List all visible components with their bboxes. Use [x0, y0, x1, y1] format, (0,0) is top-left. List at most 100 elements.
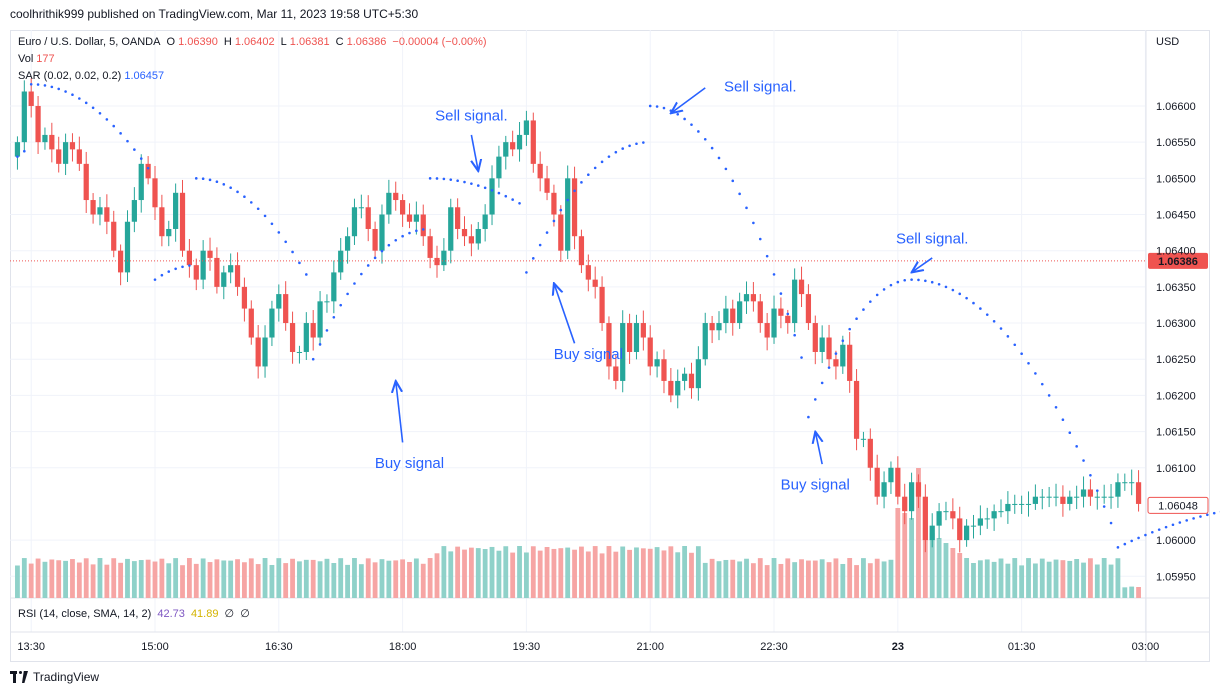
sar-dot: [999, 327, 1003, 330]
volume-bar: [242, 562, 247, 598]
time-tick-label: 21:00: [636, 641, 664, 653]
sar-dot: [428, 177, 432, 180]
sar-dot: [875, 293, 879, 297]
candle-body: [819, 337, 825, 352]
candle-body: [496, 156, 502, 179]
candle-body: [798, 279, 805, 295]
volume-bar: [180, 565, 185, 598]
candle-body: [592, 279, 598, 287]
candle-body: [571, 178, 578, 237]
sar-dot: [284, 240, 287, 244]
sar-dot: [236, 190, 239, 194]
volume-bar: [668, 546, 674, 598]
volume-bar: [888, 559, 894, 598]
candle-body: [578, 236, 585, 266]
price-tick-label: 1.06150: [1156, 427, 1196, 439]
candle-body: [62, 142, 69, 164]
sar-dot: [635, 142, 638, 146]
volume-bar: [826, 562, 832, 598]
volume-bar: [558, 548, 564, 598]
candle-body: [757, 301, 763, 324]
sar-dot: [146, 166, 150, 170]
volume-bar: [620, 546, 626, 598]
sar-dot: [710, 146, 714, 150]
sar-dot: [298, 261, 301, 265]
candle-body: [750, 294, 757, 302]
candle-body: [455, 207, 461, 229]
volume-bar: [200, 558, 206, 598]
sar-dot: [848, 327, 851, 331]
sar-dot: [174, 267, 177, 271]
volume-bar: [358, 564, 364, 598]
candle-body: [49, 134, 55, 150]
candle-body: [510, 142, 516, 150]
sar-dot: [985, 313, 989, 316]
volume-bar: [922, 528, 928, 598]
candle-body: [778, 308, 784, 316]
signal-label: Sell signal.: [724, 79, 797, 96]
chart-frame[interactable]: [10, 30, 1210, 662]
candle-body: [764, 323, 770, 338]
sar-dot: [1109, 521, 1113, 525]
candle-body: [173, 192, 179, 229]
volume-bar: [269, 564, 275, 598]
volume-bar: [592, 546, 598, 598]
sar-dot: [779, 292, 783, 295]
symbol-label[interactable]: Euro / U.S. Dollar, 5, OANDA: [18, 36, 161, 48]
volume-bar: [647, 548, 653, 598]
sar-dot: [1206, 513, 1209, 517]
sar-dot: [277, 231, 281, 234]
sar-legend[interactable]: SAR (0.02, 0.02, 0.2) 1.06457: [18, 70, 167, 82]
tradingview-logo-icon: [10, 671, 28, 683]
sar-dot: [731, 179, 735, 183]
candle-body: [69, 142, 76, 150]
sar-dot: [531, 257, 535, 260]
candle-body: [324, 301, 330, 303]
candle-body: [283, 294, 289, 324]
last-price-tag: 1.06386: [1148, 252, 1208, 269]
candle-body: [42, 134, 48, 143]
volume-bar: [345, 564, 350, 598]
sar-dot: [889, 283, 893, 287]
volume-bar: [957, 553, 963, 598]
sar-dot: [504, 194, 508, 198]
volume-bar: [21, 558, 27, 598]
footer-brand[interactable]: TradingView: [33, 670, 100, 684]
candle-body: [1108, 496, 1114, 498]
candle-body: [626, 323, 633, 352]
candle-body: [159, 207, 165, 237]
candle-body: [152, 178, 158, 208]
volume-bar: [379, 559, 385, 598]
volume-bar: [290, 558, 295, 598]
volume-bar: [262, 558, 268, 598]
volume-bar: [42, 561, 48, 598]
volume-bar: [517, 546, 522, 598]
rsi-legend[interactable]: RSI (14, close, SMA, 14, 2) 42.73 41.89 …: [18, 607, 253, 620]
volume-legend[interactable]: Vol 177: [18, 53, 58, 65]
time-tick-label: 13:30: [17, 641, 45, 653]
volume-bar: [510, 552, 516, 598]
volume-bar: [276, 558, 282, 598]
volume-bar: [1101, 558, 1107, 598]
sar-dot: [607, 155, 611, 158]
candle-body: [544, 178, 550, 193]
sar-dot: [181, 265, 184, 269]
sar-dot: [1047, 394, 1051, 397]
candle-body: [908, 482, 915, 512]
candle-body: [1067, 496, 1073, 504]
volume-bar: [338, 558, 344, 598]
candle-body: [489, 178, 495, 215]
sar-dot: [415, 229, 418, 233]
sar-dot: [394, 238, 398, 242]
sar-dot: [1116, 546, 1120, 549]
sar-dot: [1144, 533, 1147, 537]
volume-bar: [303, 559, 309, 598]
candle-body: [83, 163, 89, 201]
signal-arrow: [554, 283, 576, 344]
sar-dot: [353, 282, 356, 285]
sar-dot: [167, 270, 171, 273]
time-tick-label: 15:00: [141, 641, 169, 653]
candle-body: [530, 120, 536, 164]
volume-bar: [131, 561, 137, 598]
